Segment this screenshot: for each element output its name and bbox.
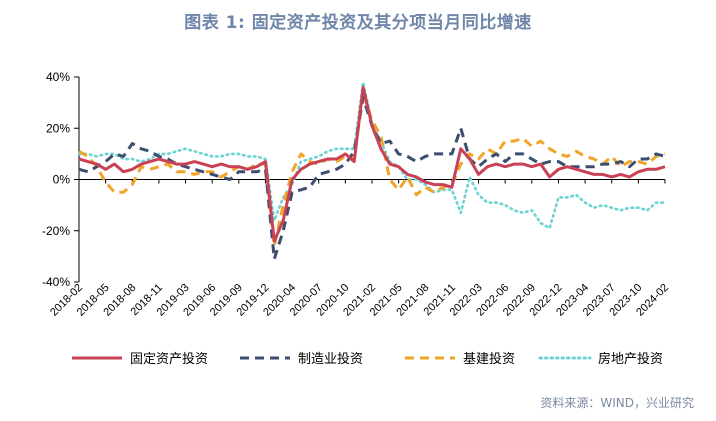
series-line-0 xyxy=(78,85,666,243)
source-note: 资料来源：WIND，兴业研究 xyxy=(540,396,694,410)
y-tick-label: 40% xyxy=(46,70,70,84)
legend: 固定资产投资 制造业投资 基建投资 房地产投资 xyxy=(72,351,663,366)
legend-label-3: 房地产投资 xyxy=(598,351,663,366)
y-tick-label: 20% xyxy=(46,121,70,135)
y-tick-label: -40% xyxy=(42,275,70,289)
y-tick-label: -20% xyxy=(42,224,70,238)
legend-label-2: 基建投资 xyxy=(463,351,515,366)
series-lines xyxy=(77,80,667,261)
legend-label-1: 制造业投资 xyxy=(298,351,363,366)
y-axis: 40% 20% 0% -20% -40% xyxy=(42,70,80,289)
chart-title: 图表 1: 固定资产投资及其分项当月同比增速 xyxy=(184,13,532,33)
x-axis: 2018-022018-052018-082018-112019-032019-… xyxy=(48,179,671,319)
series-line-3 xyxy=(77,80,667,230)
series-line-2 xyxy=(78,90,666,248)
legend-label-0: 固定资产投资 xyxy=(130,351,208,366)
y-tick-label: 0% xyxy=(53,173,71,187)
